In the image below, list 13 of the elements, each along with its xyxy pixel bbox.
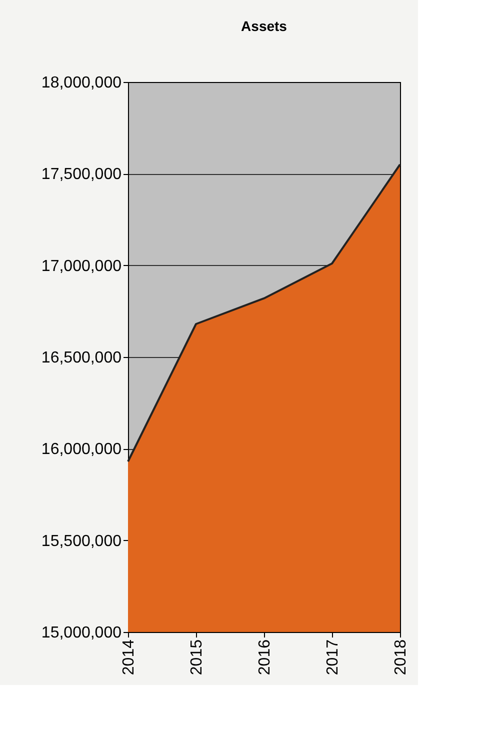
y-tick-label: 16,000,000: [41, 441, 122, 458]
y-tick-label: 18,000,000: [41, 74, 122, 92]
y-tick-label: 15,500,000: [41, 532, 122, 550]
x-tick-label: 2018: [392, 639, 410, 676]
chart-title: Assets: [241, 18, 288, 34]
x-tick-label: 2014: [120, 639, 138, 676]
x-tick-label: 2016: [256, 639, 274, 676]
y-tick-label: 15,000,000: [41, 624, 122, 642]
x-tick-label: 2017: [324, 639, 342, 676]
y-tick-label: 17,000,000: [41, 258, 122, 275]
y-tick-label: 16,500,000: [41, 350, 122, 366]
y-tick-label: 17,500,000: [41, 166, 122, 184]
x-tick-label: 2015: [188, 639, 206, 676]
